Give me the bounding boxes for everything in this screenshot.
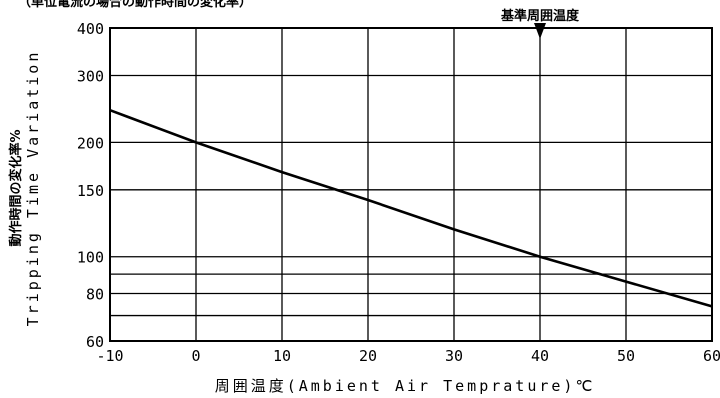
y-tick-label: 400 [77,20,104,38]
y-tick-label: 100 [77,249,104,267]
grid [109,27,713,342]
x-tick-label: 60 [703,347,720,365]
y-tick-label: 150 [77,182,104,200]
y-tick-label: 200 [77,134,104,152]
y-tick-label: 80 [86,286,104,304]
x-tick-label: 20 [359,347,377,365]
series-line [109,108,713,308]
y-axis-label-jp: 動作時間の変化率% [8,129,24,246]
plot-frame [109,27,713,342]
series-layer [109,108,713,308]
reference-label: 基準周囲温度 [500,8,580,24]
x-tick-label: 40 [531,347,549,365]
x-axis-label: 周囲温度(Ambient Air Temprature)℃ [215,377,596,395]
x-tick-label: 30 [445,347,463,365]
y-tick-label: 300 [77,67,104,85]
x-tick-label: 10 [273,347,291,365]
y-tick-labels: 60 80 100 150 200 300 400 [77,20,104,351]
x-tick-label: -10 [96,347,123,365]
y-axis-label-en: Tripping Time Variation [24,50,42,327]
x-tick-label: 50 [617,347,635,365]
header-clipped-text: （単位電流の場合の動作時間の変化率） [18,0,252,10]
y-tick-label: 60 [86,333,104,351]
x-tick-label: 0 [191,347,200,365]
x-tick-labels: -10 0 10 20 30 40 50 60 [96,347,720,365]
